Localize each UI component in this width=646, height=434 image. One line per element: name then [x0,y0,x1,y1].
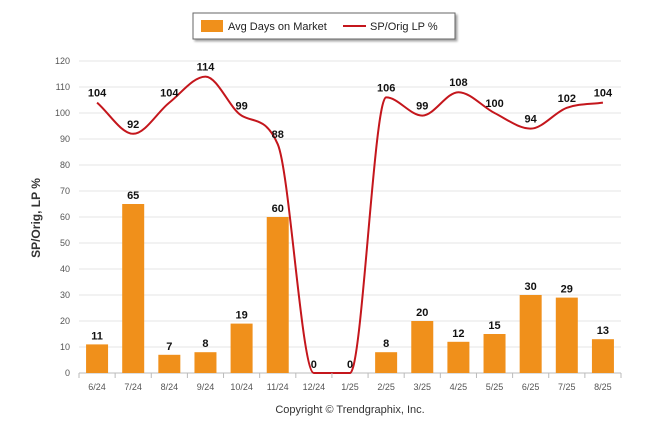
line-data-label: 94 [525,114,538,126]
x-tick-label: 8/24 [161,382,179,392]
bars-layer [86,204,614,373]
bar [483,334,506,373]
line-data-label: 114 [197,62,216,74]
line-series-path [96,75,604,374]
y-tick-label: 50 [60,238,70,248]
line-data-label: 99 [416,101,428,113]
bar-data-label: 0 [347,359,353,371]
x-tick-label: 5/25 [486,382,504,392]
bar [447,341,470,373]
bar-data-label: 11 [91,330,103,342]
bar-data-label: 19 [235,310,247,322]
bar-data-label: 65 [127,190,139,202]
y-tick-label: 40 [60,264,70,274]
y-tick-label: 80 [60,160,70,170]
legend-label-bar: Avg Days on Market [228,21,327,33]
legend-box [192,12,456,40]
x-tick-label: 12/24 [303,382,326,392]
grid-layer [79,60,621,374]
bar-data-label: 15 [488,320,500,332]
y-tick-label: 10 [60,342,70,352]
bar [555,297,578,373]
line-data-label: 92 [127,119,139,131]
bar-data-label: 0 [311,359,317,371]
legend: Avg Days on Market SP/Orig LP % [192,12,456,40]
y-tick-label: 120 [55,56,70,66]
bar-data-label: 30 [525,281,537,293]
y-tick-label: 70 [60,186,70,196]
x-tick-label: 9/24 [197,382,215,392]
labels-layer: 11 65 7 8 19 60 0 0 8 20 12 15 30 29 13 104 92 104 114 99 88… [88,62,613,371]
x-tick-label: 7/25 [558,382,576,392]
bar [230,323,253,373]
copyright-text: Copyright © Trendgraphix, Inc. [275,404,424,416]
y-tick-label: 110 [56,82,70,92]
bar-data-label: 7 [166,341,172,353]
x-tick-label: 3/25 [414,382,432,392]
x-tick-label: 2/25 [377,382,395,392]
bar [266,217,289,373]
x-tick-label: 1/25 [341,382,359,392]
bar-data-label: 12 [452,328,464,340]
bar [519,295,542,373]
y-tick-label: 60 [60,212,70,222]
legend-label-line: SP/Orig LP % [370,21,438,33]
x-tick-label: 11/24 [267,382,289,392]
x-tick-label: 6/24 [88,382,106,392]
x-tick-label: 6/25 [522,382,540,392]
bar-data-label: 60 [272,203,284,215]
bar [194,352,217,373]
y-tick-label: 30 [60,290,70,300]
y-tick-label: 100 [55,108,70,118]
bar [591,339,614,373]
line-data-label: 88 [272,129,284,141]
line-data-label: 104 [160,88,179,100]
legend-swatch-bar [201,20,223,32]
x-tick-label: 8/25 [594,382,612,392]
bar-data-label: 8 [202,338,208,350]
y-tick-label: 90 [60,134,70,144]
bar [411,321,434,373]
x-tick-label: 10/24 [230,382,253,392]
line-data-label: 108 [449,77,467,89]
line-data-label: 99 [235,101,247,113]
bar-data-label: 29 [561,284,573,296]
bar [375,352,398,373]
y-tick-label: 20 [60,316,70,326]
bar-data-label: 20 [416,307,428,319]
y-axis-label: SP/Orig, LP % [29,178,43,258]
bar [122,204,145,373]
bar [158,354,181,373]
line-layer [96,75,604,374]
x-tick-label: 7/24 [124,382,142,392]
x-tick-label: 4/25 [450,382,468,392]
bar-data-label: 13 [597,325,609,337]
bar-data-label: 8 [383,338,389,350]
line-data-label: 100 [485,98,503,110]
bar [86,344,109,373]
line-data-label: 104 [594,88,613,100]
line-data-label: 106 [377,82,395,94]
y-tick-label: 0 [65,368,70,378]
line-data-label: 104 [88,88,107,100]
line-data-label: 102 [558,93,576,105]
